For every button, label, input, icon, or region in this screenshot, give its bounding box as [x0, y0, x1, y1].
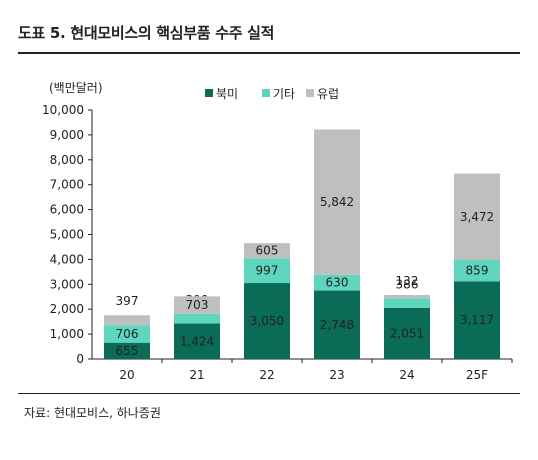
data-label: 3,472 — [460, 210, 494, 224]
y-tick-label: 9,000 — [50, 128, 84, 142]
bar-segment-기타-23 — [314, 274, 360, 291]
data-label: 997 — [256, 264, 279, 278]
y-tick-label: 1,000 — [50, 327, 84, 341]
bar-segment-북미-22 — [244, 283, 290, 359]
bar-segment-유럽-20 — [104, 315, 150, 326]
data-label: 397 — [116, 294, 139, 308]
x-tick-label: 25F — [466, 368, 488, 382]
bar-segment-유럽-24 — [384, 295, 430, 299]
x-tick-label: 23 — [329, 368, 344, 382]
bar-segment-유럽-23 — [314, 129, 360, 275]
bar-segment-북미-25F — [454, 281, 500, 359]
y-tick-label: 0 — [76, 352, 84, 366]
bar-segment-북미-24 — [384, 307, 430, 359]
data-label: 655 — [116, 344, 139, 358]
bar-segment-기타-20 — [104, 325, 150, 343]
data-label: 3,050 — [250, 314, 284, 328]
data-label: 703 — [186, 298, 209, 312]
y-tick-label: 3,000 — [50, 277, 84, 291]
bar-segment-유럽-21 — [174, 296, 220, 314]
y-tick-label: 5,000 — [50, 228, 84, 242]
stacked-bar-chart: (백만달러) 0 1,000 2,000 3,000 4,000 5,000 6,000 7,0… — [42, 81, 513, 382]
data-label: 2,051 — [390, 326, 424, 340]
legend-swatch-기타 — [262, 89, 270, 97]
data-label: 386 — [396, 277, 419, 291]
bar-segment-기타-21 — [174, 313, 220, 324]
data-label: 1,424 — [180, 334, 214, 348]
legend-swatch-유럽 — [306, 89, 314, 97]
data-label: 859 — [466, 264, 489, 278]
legend-label-북미: 북미 — [216, 87, 238, 101]
data-label: 630 — [326, 276, 349, 290]
x-tick-label: 20 — [119, 368, 134, 382]
y-tick-label: 2,000 — [50, 302, 84, 316]
bar-segment-기타-22 — [244, 258, 290, 284]
x-tick-label: 22 — [259, 368, 274, 382]
x-tick-label: 21 — [189, 368, 204, 382]
y-tick-label: 8,000 — [50, 153, 84, 167]
bar-segment-북미-23 — [314, 290, 360, 359]
title-rule — [18, 52, 520, 54]
bar-segment-유럽-25F — [454, 173, 500, 260]
chart-title: 도표 5. 현대모비스의 핵심부품 수주 실적 — [18, 24, 275, 42]
y-tick-label: 10,000 — [42, 103, 84, 117]
data-label: 132 — [396, 274, 419, 288]
data-label: 3,117 — [460, 313, 494, 327]
bar-segment-기타-25F — [454, 259, 500, 282]
data-label: 605 — [256, 244, 279, 258]
y-axis-unit-label: (백만달러) — [49, 81, 103, 95]
y-tick-label: 7,000 — [50, 178, 84, 192]
legend-swatch-북미 — [205, 89, 213, 97]
source-rule — [18, 393, 520, 394]
data-label: 706 — [116, 327, 139, 341]
data-label: 2,748 — [320, 318, 354, 332]
x-tick-label: 24 — [399, 368, 414, 382]
legend-label-유럽: 유럽 — [317, 87, 339, 101]
bar-segment-북미-21 — [174, 323, 220, 359]
bar-segment-유럽-22 — [244, 243, 290, 259]
bar-segment-기타-24 — [384, 298, 430, 308]
y-tick-label: 6,000 — [50, 203, 84, 217]
legend-label-기타: 기타 — [273, 87, 295, 101]
data-label: 5,842 — [320, 195, 354, 209]
y-tick-label: 4,000 — [50, 252, 84, 266]
bar-segment-북미-20 — [104, 342, 150, 359]
source-note: 자료: 현대모비스, 하나증권 — [24, 406, 161, 420]
